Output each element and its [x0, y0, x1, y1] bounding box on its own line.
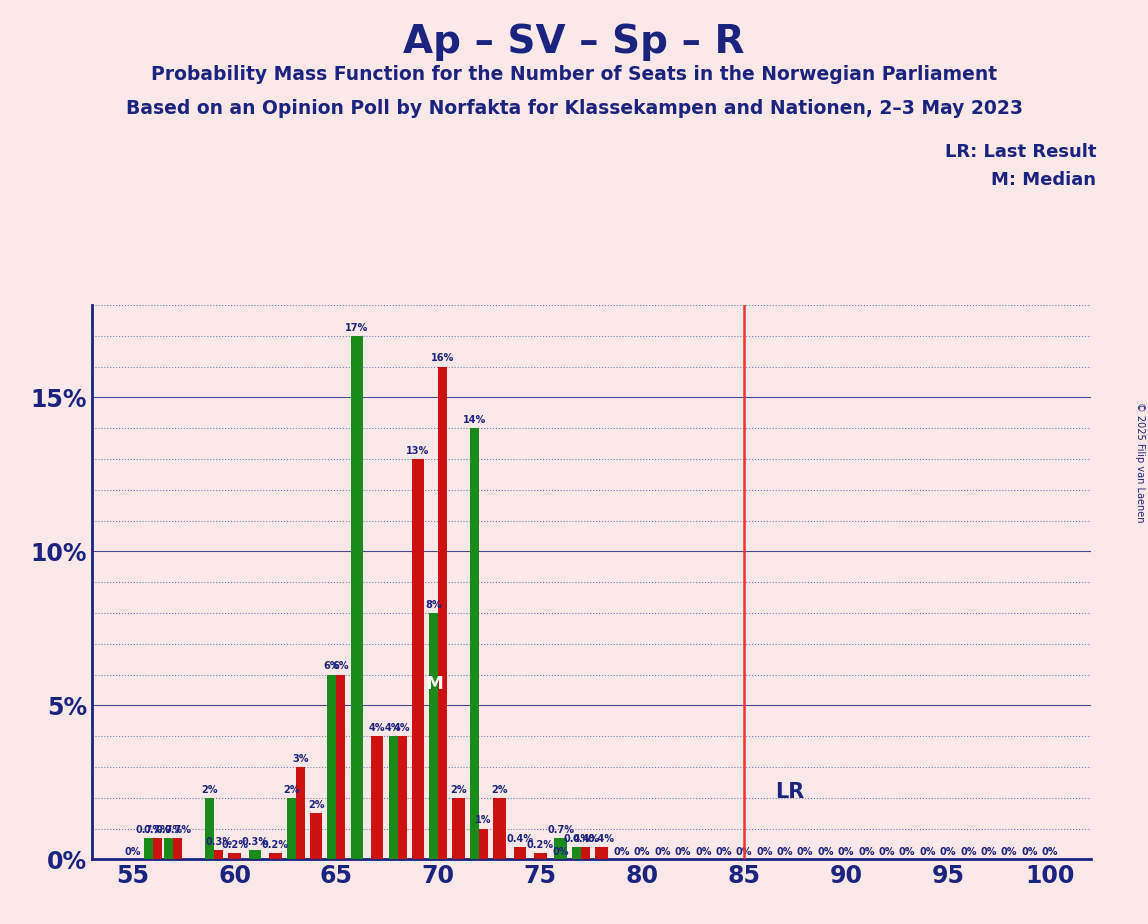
Text: 0.3%: 0.3%: [205, 837, 232, 847]
Text: 0.4%: 0.4%: [588, 834, 615, 844]
Text: 0.7%: 0.7%: [164, 825, 192, 834]
Text: 2%: 2%: [282, 784, 300, 795]
Text: Probability Mass Function for the Number of Seats in the Norwegian Parliament: Probability Mass Function for the Number…: [150, 65, 998, 84]
Text: 4%: 4%: [369, 723, 386, 733]
Text: 0.3%: 0.3%: [241, 837, 269, 847]
Text: 0.4%: 0.4%: [572, 834, 599, 844]
Text: 0%: 0%: [757, 847, 773, 857]
Text: 0.7%: 0.7%: [155, 825, 183, 834]
Bar: [513, 847, 526, 859]
Text: 4%: 4%: [394, 723, 410, 733]
Text: 2%: 2%: [450, 784, 467, 795]
Text: 0.2%: 0.2%: [262, 840, 289, 850]
Text: 6%: 6%: [324, 662, 340, 672]
Bar: [228, 853, 241, 859]
Text: 0.2%: 0.2%: [527, 840, 553, 850]
Bar: [336, 675, 346, 859]
Text: 2%: 2%: [308, 800, 324, 810]
Text: 0%: 0%: [920, 847, 936, 857]
Text: 0%: 0%: [899, 847, 915, 857]
Bar: [153, 838, 162, 859]
Bar: [581, 847, 590, 859]
Text: 0%: 0%: [817, 847, 833, 857]
Text: 13%: 13%: [406, 446, 429, 456]
Text: 0%: 0%: [878, 847, 895, 857]
Bar: [327, 675, 336, 859]
Bar: [296, 767, 304, 859]
Text: 0%: 0%: [776, 847, 793, 857]
Text: 0%: 0%: [634, 847, 651, 857]
Text: 0.2%: 0.2%: [222, 840, 248, 850]
Bar: [397, 736, 406, 859]
Bar: [534, 853, 546, 859]
Text: 0%: 0%: [654, 847, 670, 857]
Text: 17%: 17%: [346, 322, 369, 333]
Bar: [479, 829, 488, 859]
Text: 2%: 2%: [491, 784, 507, 795]
Text: 0%: 0%: [1022, 847, 1038, 857]
Text: 0%: 0%: [675, 847, 691, 857]
Text: © 2025 Filip van Laenen: © 2025 Filip van Laenen: [1135, 402, 1145, 522]
Text: 0.7%: 0.7%: [144, 825, 171, 834]
Text: M: Median: M: Median: [992, 171, 1096, 188]
Bar: [164, 838, 173, 859]
Bar: [572, 847, 581, 859]
Bar: [215, 850, 223, 859]
Text: 0%: 0%: [552, 847, 569, 857]
Bar: [471, 428, 479, 859]
Bar: [389, 736, 397, 859]
Bar: [205, 797, 215, 859]
Bar: [452, 797, 465, 859]
Text: 16%: 16%: [432, 354, 455, 363]
Bar: [554, 838, 567, 859]
Text: 0%: 0%: [859, 847, 875, 857]
Bar: [269, 853, 281, 859]
Text: 0.4%: 0.4%: [506, 834, 534, 844]
Text: 0%: 0%: [960, 847, 977, 857]
Text: 0.4%: 0.4%: [563, 834, 590, 844]
Bar: [494, 797, 506, 859]
Text: Ap – SV – Sp – R: Ap – SV – Sp – R: [403, 23, 745, 61]
Text: 0%: 0%: [797, 847, 814, 857]
Text: M: M: [425, 675, 443, 692]
Text: 0.7%: 0.7%: [135, 825, 162, 834]
Bar: [412, 459, 425, 859]
Text: 6%: 6%: [333, 662, 349, 672]
Bar: [371, 736, 383, 859]
Text: LR: Last Result: LR: Last Result: [945, 143, 1096, 161]
Bar: [439, 367, 448, 859]
Text: 3%: 3%: [292, 754, 309, 764]
Bar: [350, 335, 363, 859]
Text: 0%: 0%: [838, 847, 854, 857]
Text: 0%: 0%: [715, 847, 732, 857]
Text: 14%: 14%: [463, 415, 487, 425]
Text: 8%: 8%: [426, 600, 442, 610]
Text: 0.7%: 0.7%: [548, 825, 574, 834]
Text: 0%: 0%: [980, 847, 996, 857]
Text: 0%: 0%: [1041, 847, 1058, 857]
Bar: [144, 838, 153, 859]
Text: 0%: 0%: [940, 847, 956, 857]
Bar: [310, 813, 323, 859]
Bar: [595, 847, 607, 859]
Bar: [249, 850, 262, 859]
Text: Based on an Opinion Poll by Norfakta for Klassekampen and Nationen, 2–3 May 2023: Based on an Opinion Poll by Norfakta for…: [125, 99, 1023, 118]
Bar: [173, 838, 183, 859]
Text: 0%: 0%: [695, 847, 712, 857]
Text: 4%: 4%: [385, 723, 402, 733]
Text: 2%: 2%: [201, 784, 218, 795]
Bar: [429, 613, 439, 859]
Text: 0%: 0%: [736, 847, 752, 857]
Text: 1%: 1%: [475, 816, 491, 825]
Bar: [287, 797, 296, 859]
Text: 0%: 0%: [613, 847, 630, 857]
Text: 0%: 0%: [124, 847, 141, 857]
Text: LR: LR: [775, 782, 804, 801]
Text: 0%: 0%: [1001, 847, 1017, 857]
